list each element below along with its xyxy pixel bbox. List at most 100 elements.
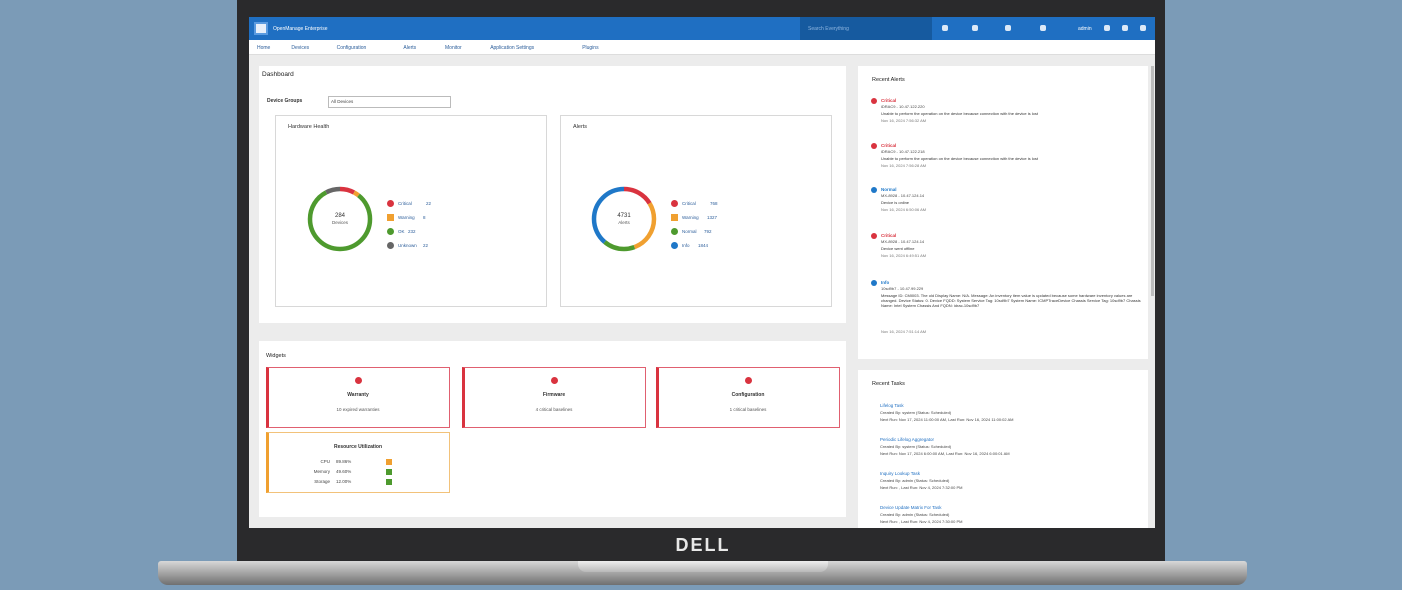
legend-swatch — [387, 214, 394, 221]
alert-severity[interactable]: Normal — [881, 187, 897, 192]
alert-severity[interactable]: Critical — [881, 233, 897, 238]
widget-title: Warranty — [347, 392, 369, 398]
section-title: Recent Alerts — [872, 77, 905, 83]
nav-item[interactable]: Home — [257, 45, 271, 51]
widget-card — [560, 115, 832, 307]
critical-icon — [551, 377, 558, 384]
task-created: Created By: admin (Status: Scheduled) — [880, 512, 950, 517]
user-name[interactable]: admin — [1078, 26, 1092, 32]
resource-label: Storage — [314, 479, 330, 484]
alert-source: 10sd9b7 - 10.47.99.229 — [881, 286, 924, 291]
widget-tile[interactable] — [266, 432, 450, 493]
donut-segment — [591, 186, 657, 252]
alert-severity[interactable]: Critical — [881, 143, 897, 148]
alert-severity[interactable]: Info — [881, 280, 890, 285]
legend-label[interactable]: OK — [398, 229, 405, 234]
nav-bar — [249, 40, 1155, 55]
legend-swatch — [387, 242, 394, 249]
alert-source: iDRAC9 - 10.47.122.220 — [881, 104, 925, 109]
task-name[interactable]: Inquiry Lookup Task — [880, 471, 920, 476]
resource-value: 89.86% — [336, 459, 352, 464]
task-runs: Next Run: Nov 17, 2024 6:00:00 AM, Last … — [880, 451, 1010, 456]
resource-value: 12.00% — [336, 479, 352, 484]
legend-label[interactable]: Critical — [398, 201, 412, 206]
header-icon[interactable] — [1122, 25, 1128, 31]
legend-label[interactable]: Info — [682, 243, 690, 248]
legend-label[interactable]: Critical — [682, 201, 696, 206]
alert-date: Nov 16, 2024 7:56:28 AM — [881, 163, 927, 168]
legend-label[interactable]: Warning — [682, 215, 699, 220]
task-created: Created By: system (Status: Scheduled) — [880, 410, 952, 415]
status-icon — [386, 459, 392, 465]
header-icon[interactable] — [972, 25, 978, 31]
card-title: Hardware Health — [288, 124, 330, 130]
donut-total: 284 — [334, 213, 345, 219]
donut-chart — [307, 186, 373, 252]
nav-item[interactable]: Configuration — [336, 45, 367, 51]
app-title: OpenManage Enterprise — [273, 26, 328, 32]
header-icon[interactable] — [942, 25, 948, 31]
header-icon[interactable] — [1005, 25, 1011, 31]
alert-date: Nov 16, 2024 6:49:51 AM — [881, 253, 927, 258]
header-icon[interactable] — [1040, 25, 1046, 31]
brand-logo: DELL — [675, 535, 731, 555]
nav-item[interactable]: Application Settings — [490, 45, 535, 51]
critical-icon — [355, 377, 362, 384]
header-icon[interactable] — [1140, 25, 1146, 31]
alert-date: Nov 16, 2024 7:56:32 AM — [881, 118, 927, 123]
legend-label[interactable]: Normal — [682, 229, 697, 234]
section-title: Widgets — [266, 353, 286, 359]
legend-swatch — [671, 228, 678, 235]
task-runs: Next Run: Nov 17, 2024 11:00:00 AM, Last… — [880, 417, 1014, 422]
donut-segment — [591, 186, 657, 252]
recent-alerts-panel — [858, 66, 1148, 359]
nav-item[interactable]: Devices — [291, 45, 310, 51]
search-box[interactable] — [800, 17, 932, 40]
legend-value[interactable]: 1327 — [707, 215, 718, 220]
nav-item[interactable]: Monitor — [445, 45, 462, 51]
severity-icon — [871, 233, 877, 239]
task-name[interactable]: Lifelog Task — [880, 403, 904, 408]
widget-text: 10 expired warranties — [336, 407, 380, 412]
legend-value[interactable]: 8 — [423, 215, 426, 220]
legend-value[interactable]: 22 — [426, 201, 432, 206]
app-logo — [254, 22, 268, 35]
resource-label: Memory — [313, 469, 330, 474]
field-label: Device Groups — [267, 98, 303, 104]
alert-severity[interactable]: Critical — [881, 98, 897, 103]
alert-source: MX-8928 - 10.47.124.14 — [881, 193, 925, 198]
legend-value[interactable]: 232 — [408, 229, 416, 234]
legend-label[interactable]: Warning — [398, 215, 415, 220]
legend-value[interactable]: 22 — [423, 243, 429, 248]
task-name[interactable]: Device Update Matrix For Task — [880, 505, 942, 510]
alert-message: Unable to perform the operation on the d… — [881, 111, 1038, 116]
legend-value[interactable]: 768 — [710, 201, 718, 206]
device-group-select[interactable] — [328, 96, 451, 108]
severity-icon — [871, 187, 877, 193]
section-title: Recent Tasks — [872, 381, 905, 387]
nav-item[interactable]: Alerts — [403, 45, 417, 51]
severity-icon — [871, 280, 877, 286]
alert-message: Device went offline — [881, 246, 915, 251]
donut-segment — [307, 186, 373, 252]
legend-value[interactable]: 792 — [704, 229, 712, 234]
donut-total-label: Devices — [331, 220, 348, 225]
header-icon[interactable] — [1104, 25, 1110, 31]
task-name[interactable]: Periodic Lifelog Aggregator — [880, 437, 935, 442]
critical-icon — [745, 377, 752, 384]
header-bar — [249, 17, 1155, 40]
donut-segment — [591, 186, 657, 252]
legend-value[interactable]: 1844 — [698, 243, 709, 248]
donut-segment — [307, 186, 373, 252]
severity-icon — [871, 143, 877, 149]
widget-title: Firmware — [542, 392, 566, 398]
select-value: All Devices — [331, 99, 354, 104]
legend-swatch — [671, 200, 678, 207]
donut-total-label: Alerts — [618, 220, 630, 225]
nav-item[interactable]: Plugins — [582, 45, 599, 51]
widget-title: Configuration — [731, 392, 765, 398]
legend-swatch — [387, 200, 394, 207]
donut-total: 4731 — [617, 213, 631, 219]
legend-swatch — [387, 228, 394, 235]
legend-label[interactable]: Unknown — [398, 243, 417, 248]
